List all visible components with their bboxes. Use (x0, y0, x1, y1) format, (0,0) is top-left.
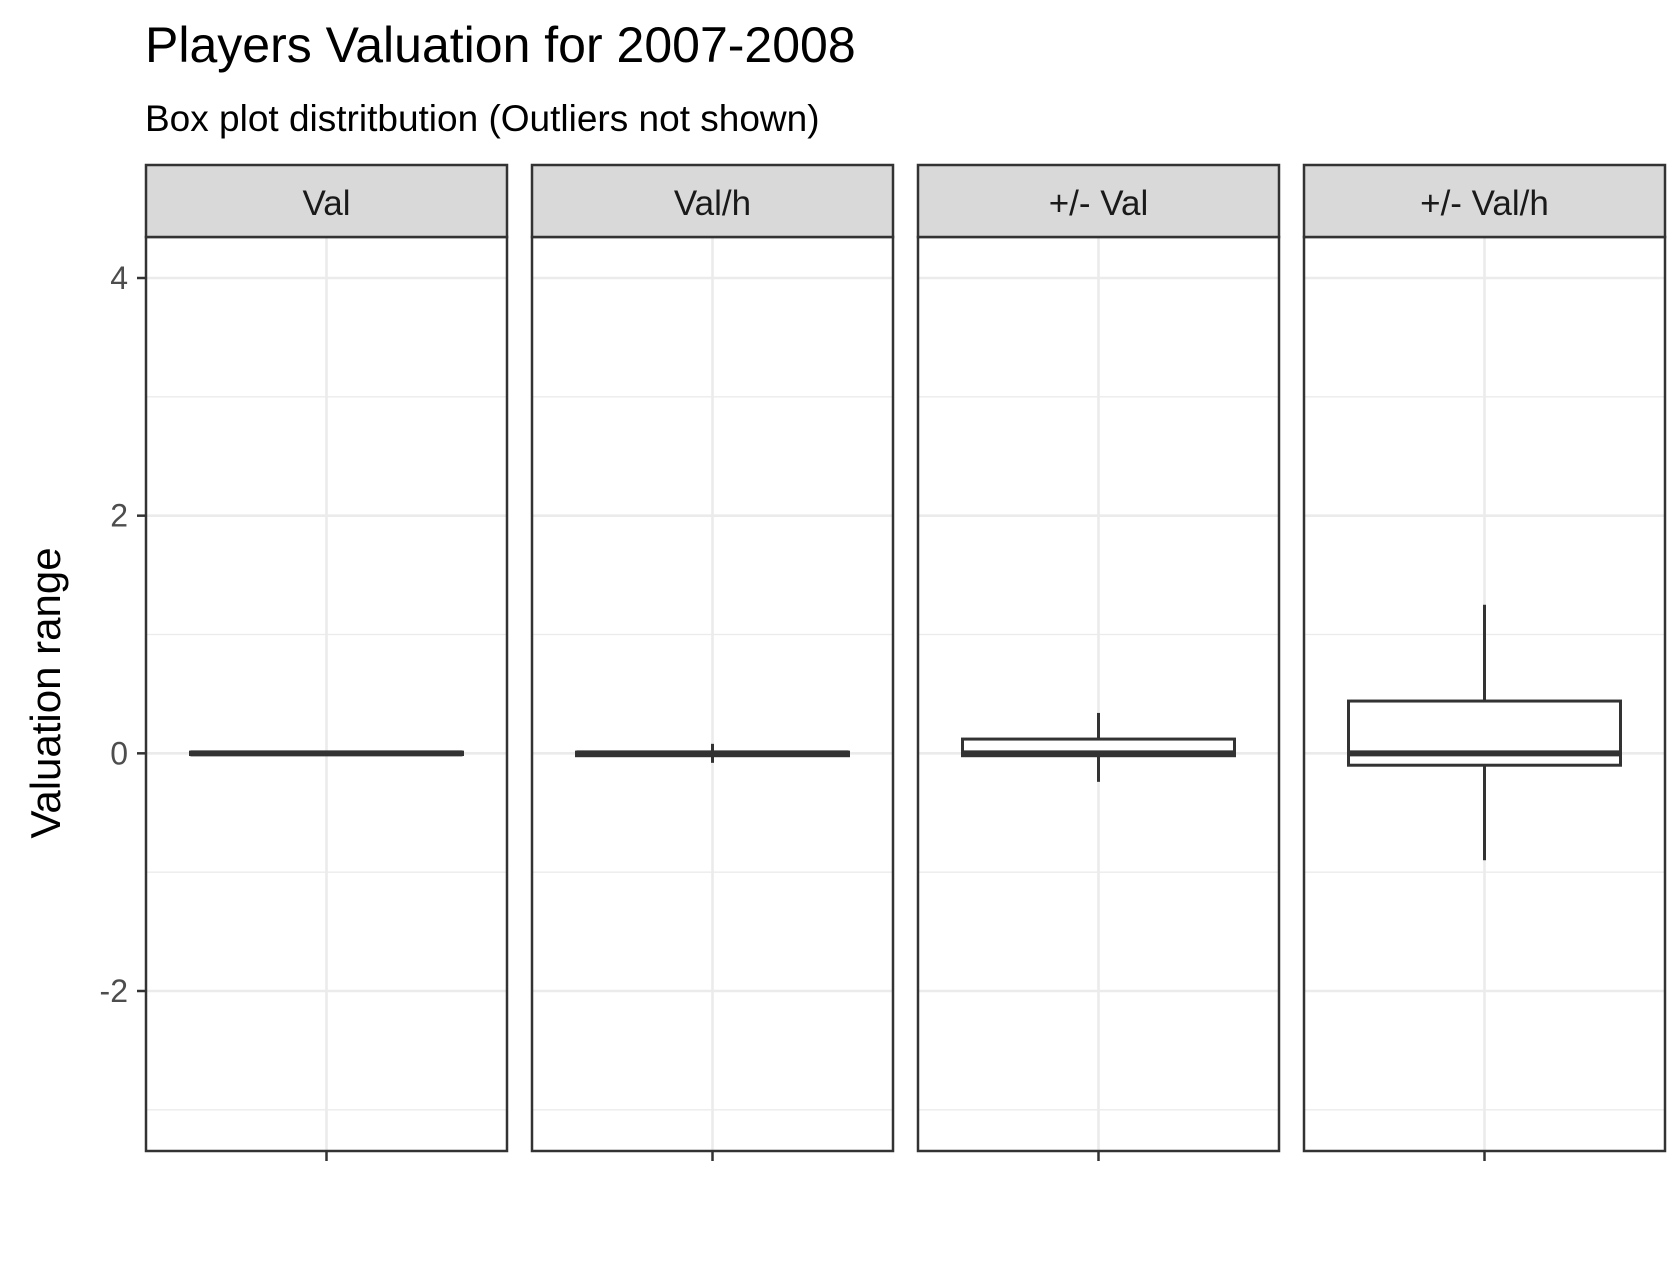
chart-subtitle: Box plot distritbution (Outliers not sho… (145, 98, 820, 139)
y-axis: -2 0 2 4 (100, 260, 146, 1009)
facet-panels: Val Val/h +/- Val +/- Val/h (144, 163, 1667, 1161)
facet-strip (1302, 163, 1667, 239)
y-tick-label: 0 (110, 735, 128, 771)
facet-strip-label: +/- Val/h (1420, 184, 1549, 223)
y-tick-label: 2 (110, 498, 128, 534)
facet-panel: +/- Val (916, 163, 1281, 1161)
facet-panel: Val (144, 163, 509, 1161)
y-axis-title: Valuation range (22, 547, 69, 838)
facet-strip-label: Val/h (674, 184, 751, 223)
facet-strip (916, 163, 1281, 239)
facet-panel: +/- Val/h (1302, 163, 1667, 1161)
facet-strip-label: Val (303, 184, 351, 223)
facet-strip (530, 163, 895, 239)
y-tick-label: -2 (100, 973, 128, 1009)
facet-panel: Val/h (530, 163, 895, 1161)
chart-title: Players Valuation for 2007-2008 (145, 17, 856, 73)
facet-strip-label: +/- Val (1049, 184, 1149, 223)
facet-strip (144, 163, 509, 239)
y-tick-label: 4 (110, 260, 128, 296)
